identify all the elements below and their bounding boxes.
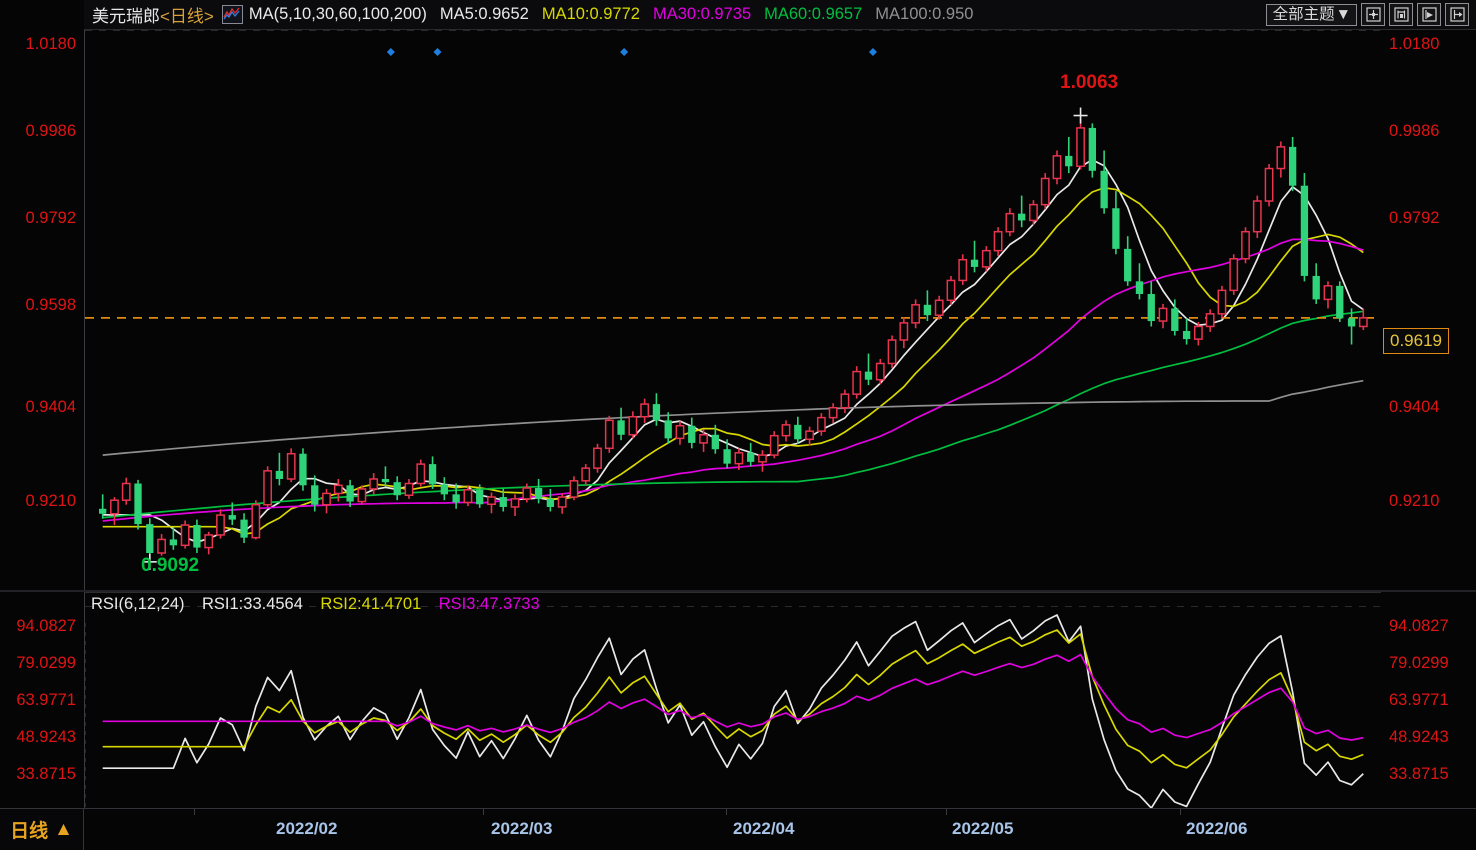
price-axis-right[interactable]: 1.0180 0.9986 0.9792 0.9404 0.9210 0.961… [1380,30,1476,590]
date-tick-label: 2022/03 [491,819,553,838]
ma100-value: MA100:0.950 [875,5,974,23]
price-chart-pane[interactable]: 1.0063 0.9092 [84,30,1381,590]
ma-line-chart-icon[interactable] [221,5,243,24]
rsi-params-label: RSI(6,12,24) [91,595,185,613]
current-price-tag[interactable]: 0.9619 [1383,328,1449,354]
date-tick-label: 2022/06 [1186,819,1248,838]
rsi-plot [85,606,1380,809]
rsi2-value: RSI2:41.4701 [320,595,422,613]
ma5-value: MA5:0.9652 [439,5,529,23]
price-axis-left[interactable]: 1.0180 0.9986 0.9792 0.9598 0.9404 0.921… [0,30,84,590]
chart-header: 美元瑞郎<日线> MA(5,10,30,60,100,200) MA5:0.96… [84,0,1476,30]
price-tick-label: 0.9404 [1389,398,1440,416]
rsi-tick-label: 63.9771 [1389,691,1449,709]
candlestick-plot [85,30,1381,570]
period-selector-button[interactable]: 日线 ▲ [0,809,84,850]
ma10-value: MA10:0.9772 [541,5,640,23]
price-tick-label: 0.9210 [25,492,76,510]
rsi-legend: RSI(6,12,24) RSI1:33.4564 RSI2:41.4701 R… [91,595,553,614]
price-tick-label: 0.9792 [25,209,76,227]
price-tick-label: 0.9986 [25,122,76,140]
chevron-down-icon: ▼ [1335,5,1351,23]
period-low-annotation: 0.9092 [141,555,200,576]
crosshair-icon[interactable] [1361,3,1385,26]
date-tick-label: 2022/05 [952,819,1014,838]
symbol-title[interactable]: 美元瑞郎<日线> [92,7,214,26]
rsi-tick-label: 63.9771 [16,691,76,709]
date-tick-label: 2022/02 [276,819,338,838]
exit-right-icon[interactable] [1445,3,1469,26]
measure-left-icon[interactable] [1389,3,1413,26]
rsi-axis-right[interactable]: 94.0827 79.0299 63.9771 48.9243 33.8715 [1380,592,1476,808]
period-selector-label: 日线 [10,821,49,842]
rsi-tick-label: 79.0299 [1389,654,1449,672]
rsi3-value: RSI3:47.3733 [438,595,540,613]
rsi-tick-label: 48.9243 [1389,728,1449,746]
rsi-tick-label: 94.0827 [1389,617,1449,635]
chevron-up-icon: ▲ [54,818,73,840]
period-high-annotation: 1.0063 [1060,72,1119,93]
ma-params-label: MA(5,10,30,60,100,200) [248,5,427,23]
price-tick-label: 0.9986 [1389,122,1440,140]
price-tick-label: 0.9210 [1389,492,1440,510]
ma30-value: MA30:0.9735 [652,5,752,23]
ma60-value: MA60:0.9657 [764,5,863,23]
rsi-tick-label: 33.8715 [16,765,76,783]
price-tick-label: 0.9598 [25,296,76,314]
theme-selector[interactable]: 全部主题 ▼ [1265,3,1357,26]
pane-divider[interactable] [0,590,1476,592]
price-tick-label: 0.9404 [25,398,76,416]
rsi-chart-pane[interactable]: RSI(6,12,24) RSI1:33.4564 RSI2:41.4701 R… [84,592,1381,809]
theme-selector-label: 全部主题 [1272,5,1335,23]
bottom-bar: 日线 ▲ 2022/02 2022/03 2022/04 2022/05 202… [0,808,1476,850]
rsi-tick-label: 79.0299 [16,654,76,672]
header-toolbar: 全部主题 ▼ [1265,3,1476,26]
date-tick-label: 2022/04 [733,819,795,838]
rsi-tick-label: 94.0827 [16,617,76,635]
rsi-tick-label: 33.8715 [1389,765,1449,783]
price-tick-label: 0.9792 [1389,209,1440,227]
rsi1-value: RSI1:33.4564 [202,595,303,613]
price-tick-label: 1.0180 [25,35,76,53]
price-tick-label: 1.0180 [1389,35,1440,53]
rsi-axis-left[interactable]: 94.0827 79.0299 63.9771 48.9243 33.8715 [0,592,84,808]
rsi-tick-label: 48.9243 [16,728,76,746]
measure-right-icon[interactable] [1417,3,1441,26]
